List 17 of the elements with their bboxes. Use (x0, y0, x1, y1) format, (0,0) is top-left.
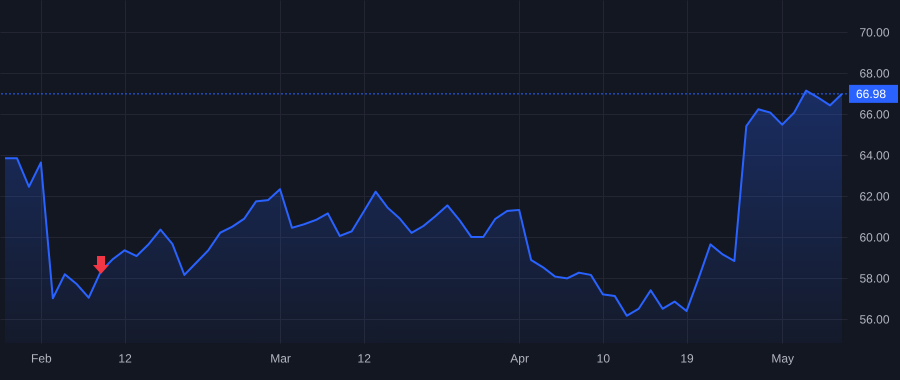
x-tick-label: May (771, 352, 794, 366)
x-tick-label: 12 (358, 352, 372, 366)
y-tick-label: 62.00 (860, 190, 890, 204)
y-tick-label: 56.00 (860, 312, 890, 327)
y-tick-label: 60.00 (860, 230, 890, 245)
x-tick-label: 12 (118, 352, 132, 366)
ref-line-label: 66.98 (856, 86, 886, 101)
x-tick-label: 10 (596, 352, 610, 366)
y-tick-label: 68.00 (860, 66, 890, 80)
x-tick-label: 19 (680, 352, 694, 366)
x-tick-label: Apr (510, 352, 529, 366)
y-tick-label: 64.00 (860, 148, 890, 162)
y-tick-label: 66.00 (860, 107, 890, 122)
y-tick-label: 58.00 (860, 272, 890, 286)
x-tick-label: Feb (31, 352, 52, 366)
x-tick-label: Mar (270, 352, 291, 366)
y-tick-label: 70.00 (860, 25, 890, 40)
